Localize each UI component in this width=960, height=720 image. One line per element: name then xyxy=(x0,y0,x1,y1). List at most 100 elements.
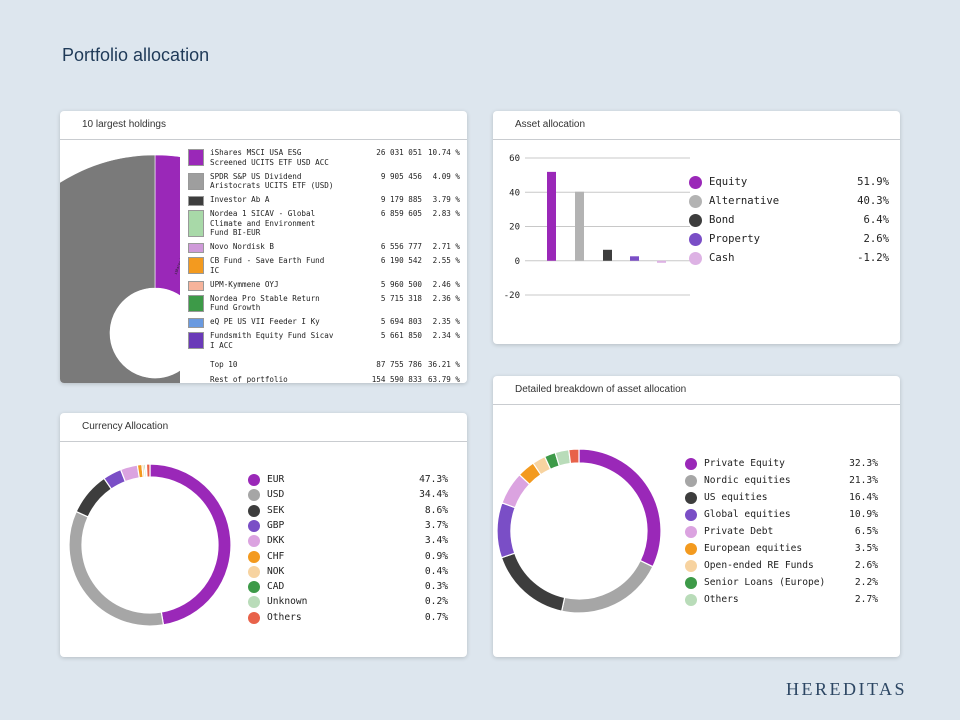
holding-swatch xyxy=(188,172,204,190)
holding-name: Investor Ab A xyxy=(210,195,350,205)
holding-row: eQ PE US VII Feeder I Ky 5 694 803 2.35 % xyxy=(188,317,460,328)
legend-dot xyxy=(248,535,260,548)
legend-label: Others xyxy=(267,611,302,623)
legend-item: GBP 3.7% xyxy=(248,519,448,533)
asset-allocation-card: Asset allocation 60 40 20 0 -20 Equity 51.9% A… xyxy=(493,111,900,344)
legend-value: 51.9% xyxy=(857,176,889,188)
currency-segment xyxy=(149,463,232,626)
holding-name: Nordea Pro Stable Return Fund Growth xyxy=(210,294,350,313)
legend-label: Unknown xyxy=(267,596,308,608)
detailed-segment xyxy=(568,448,580,465)
detailed-segment xyxy=(496,502,516,559)
y-tick-label: -20 xyxy=(504,291,520,301)
holding-name-line: Fund BI-EUR xyxy=(210,228,261,237)
holding-row: Fundsmith Equity Fund Sicav I ACC 5 661 85… xyxy=(188,331,460,350)
holding-row: SPDR S&P US Dividend Aristocrats UCITS ET… xyxy=(188,172,460,191)
legend-value: 0.4% xyxy=(424,565,448,577)
legend-label: Private Debt xyxy=(704,526,774,537)
total-label: Rest of portfolio xyxy=(210,374,288,384)
holding-row: UPM-Kymmene OYJ 5 960 500 2.46 % xyxy=(188,279,460,291)
total-percent: 36.21 % xyxy=(427,359,460,369)
holding-row: iShares MSCI USA ESG Screened UCITS ETF U… xyxy=(188,148,460,167)
holding-name-line: Investor Ab A xyxy=(210,195,270,204)
bar-cash xyxy=(657,260,666,263)
legend-dot xyxy=(689,252,702,265)
legend-dot xyxy=(248,519,260,532)
holding-percent: 2.34 % xyxy=(432,331,460,340)
bar-equity xyxy=(547,171,556,261)
legend-dot xyxy=(248,550,260,563)
legend-dot xyxy=(248,504,260,517)
holding-name: Fundsmith Equity Fund Sicav I ACC xyxy=(210,331,350,350)
legend-label: Global equities xyxy=(704,509,791,520)
holding-value: 9 905 456 xyxy=(380,171,422,181)
legend-label: SEK xyxy=(267,504,285,516)
legend-item: NOK 0.4% xyxy=(248,565,448,579)
legend-label: USD xyxy=(267,489,285,501)
asset-allocation-bar-chart: 60 40 20 0 -20 xyxy=(504,154,690,301)
total-percent: 63.79 % xyxy=(427,374,460,384)
legend-value: 0.7% xyxy=(424,611,448,623)
holding-name: UPM-Kymmene OYJ xyxy=(210,280,350,290)
holding-name-line: Nordea 1 SICAV - Global xyxy=(210,209,316,218)
holding-swatch xyxy=(188,294,204,312)
holding-name: Novo Nordisk B xyxy=(210,242,350,252)
y-tick-label: 20 xyxy=(509,223,520,233)
holding-swatch xyxy=(188,280,204,291)
legend-value: 0.9% xyxy=(424,550,448,562)
legend-value: 32.3% xyxy=(849,458,878,469)
holding-row: Nordea Pro Stable Return Fund Growth 5 715… xyxy=(188,294,460,313)
legend-label: Open-ended RE Funds xyxy=(704,560,814,571)
legend-label: DKK xyxy=(267,535,285,547)
legend-value: 6.4% xyxy=(863,214,889,226)
holding-swatch xyxy=(188,149,204,166)
detailed-breakdown-donut-chart xyxy=(496,448,662,614)
holding-percent: 3.79 % xyxy=(432,195,460,204)
holding-row: Investor Ab A 9 179 885 3.79 % xyxy=(188,195,460,206)
legend-dot xyxy=(689,214,702,227)
legend-dot xyxy=(685,458,697,470)
legend-dot xyxy=(689,176,702,189)
holding-percent: 2.35 % xyxy=(432,317,460,326)
legend-dot xyxy=(248,489,260,502)
holding-percent: 4.09 % xyxy=(432,171,460,181)
holding-swatch xyxy=(188,257,204,274)
legend-item: Senior Loans (Europe) 2.2% xyxy=(685,576,878,590)
legend-label: Alternative xyxy=(709,195,780,207)
legend-value: 47.3% xyxy=(419,474,448,485)
holding-value: 6 556 777 xyxy=(380,242,422,251)
holding-value: 5 661 850 xyxy=(380,331,422,340)
legend-label: CAD xyxy=(267,581,285,593)
holding-row: Novo Nordisk B 6 556 777 2.71 % xyxy=(188,242,460,253)
holding-value: 26 031 051 xyxy=(376,148,422,157)
holding-value: 6 859 605 xyxy=(380,209,422,218)
legend-value: 8.6% xyxy=(424,504,448,516)
holding-value: 5 715 318 xyxy=(380,293,422,303)
holding-name-line: I ACC xyxy=(210,340,233,350)
legend-item: Unknown 0.2% xyxy=(248,595,448,609)
currency-card-title: Currency Allocation xyxy=(82,421,169,432)
legend-value: 34.4% xyxy=(419,489,448,501)
legend-label: Nordic equities xyxy=(704,475,791,486)
legend-dot xyxy=(685,475,697,487)
holding-name-line: iShares MSCI USA ESG xyxy=(210,148,302,157)
legend-item: Private Equity 32.3% xyxy=(685,457,878,471)
legend-label: US equities xyxy=(704,492,768,503)
legend-dot xyxy=(248,611,260,624)
legend-item-property: Property 2.6% xyxy=(689,232,889,246)
holding-name-line: Aristocrats UCITS ETF (USD) xyxy=(210,181,334,190)
legend-dot xyxy=(248,596,260,609)
detailed-breakdown-card-title: Detailed breakdown of asset allocation xyxy=(515,384,687,395)
legend-value: 0.2% xyxy=(424,596,448,608)
legend-item: Others 2.7% xyxy=(685,593,878,607)
holding-name: eQ PE US VII Feeder I Ky xyxy=(210,317,350,327)
legend-dot xyxy=(685,594,697,606)
total-label: Top 10 xyxy=(210,359,238,369)
currency-segment xyxy=(145,463,151,478)
legend-dot xyxy=(685,492,697,504)
legend-dot xyxy=(685,526,697,538)
legend-dot xyxy=(248,581,260,594)
legend-item: European equities 3.5% xyxy=(685,542,878,556)
holding-value: 5 960 500 xyxy=(380,279,422,289)
legend-item: Others 0.7% xyxy=(248,611,448,625)
